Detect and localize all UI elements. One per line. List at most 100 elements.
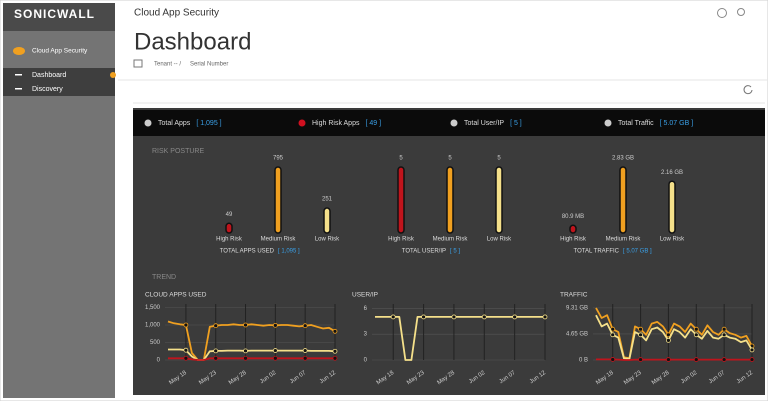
x-tick-label: Low Risk [315, 237, 340, 243]
series-point [638, 357, 643, 362]
nav-label: Dashboard [32, 72, 66, 79]
y-tick-label: 1,000 [145, 323, 161, 329]
x-tick-label: Medium Risk [606, 237, 642, 243]
nav-label: Discovery [32, 86, 63, 93]
series-point [183, 355, 189, 361]
breadcrumb[interactable]: Serial Number [190, 62, 228, 68]
series-point [213, 355, 219, 361]
active-dot [110, 72, 116, 78]
bar-value-label: 251 [322, 197, 333, 203]
x-tick-label: High Risk [388, 237, 415, 243]
series-point [272, 322, 278, 328]
series-point [332, 328, 338, 334]
nav-product[interactable]: Cloud App Security [13, 47, 88, 55]
series-point [721, 326, 727, 332]
series-point [390, 314, 396, 320]
bar-value-label: 5 [399, 156, 403, 162]
bar [446, 166, 454, 234]
series-point [610, 357, 616, 362]
nav-dash [15, 88, 22, 90]
series-point [610, 332, 616, 338]
y-tick-label: 4.65 GB [566, 332, 588, 338]
nav-item[interactable]: Discovery [15, 86, 63, 93]
x-tick-label: Medium Risk [433, 237, 469, 243]
bar-value-label: 2.83 GB [612, 156, 634, 162]
series-point [749, 347, 755, 353]
home-icon[interactable] [133, 59, 143, 68]
series-point [693, 357, 699, 362]
series-point [332, 348, 338, 354]
y-tick-label: 3 [364, 332, 368, 338]
bar [495, 166, 503, 234]
y-tick-label: 0 [364, 358, 368, 364]
refresh-icon[interactable] [743, 85, 753, 95]
series-point [243, 355, 248, 361]
summary-label: Total Apps [158, 120, 191, 127]
bar [323, 207, 331, 234]
bar [225, 222, 233, 234]
y-tick-label: 1,500 [145, 305, 161, 311]
x-axis-label: TOTAL TRAFFIC [574, 249, 620, 255]
x-tick-label: Low Risk [487, 237, 512, 243]
x-tick-label: Low Risk [660, 237, 685, 243]
series-point [749, 357, 755, 362]
series-point [512, 314, 518, 320]
x-axis-value: [ 1,095 ] [278, 249, 300, 255]
section-title: RISK POSTURE [152, 148, 204, 155]
x-tick-label: High Risk [560, 237, 587, 243]
y-tick-label: 0 B [579, 358, 588, 364]
series-point [721, 332, 727, 338]
summary-icon [144, 119, 152, 127]
page-title: Dashboard [134, 28, 251, 55]
bar-value-label: 80.9 MB [562, 214, 584, 220]
bar [274, 166, 282, 234]
y-tick-label: 6 [364, 306, 368, 312]
summary-bar [133, 110, 765, 136]
bar-value-label: 5 [448, 156, 452, 162]
series-point [451, 314, 457, 320]
series-point [638, 332, 643, 338]
bar [619, 166, 627, 234]
series-point [481, 314, 487, 320]
series-point [693, 332, 699, 338]
summary-icon [298, 119, 306, 127]
x-axis-value: [ 5 ] [450, 249, 460, 255]
tip-icon[interactable] [737, 8, 745, 16]
chart-title: CLOUD APPS USED [145, 292, 207, 299]
x-axis-value: [ 5.07 GB ] [623, 249, 652, 255]
series-point [693, 326, 699, 332]
y-tick-label: 500 [150, 340, 161, 346]
series-point [421, 314, 426, 320]
series-point [243, 348, 248, 354]
section-title: TREND [152, 274, 176, 281]
chart-title: TRAFFIC [560, 292, 588, 299]
sidebar [3, 3, 115, 398]
summary-label: High Risk Apps [312, 120, 360, 127]
series-point [213, 348, 219, 354]
nav-dash [15, 74, 22, 76]
info-icon[interactable] [717, 8, 727, 18]
series-point [183, 322, 189, 328]
x-tick-label: Medium Risk [261, 237, 297, 243]
bar [569, 224, 577, 234]
series-point [213, 323, 219, 329]
dashboard-panel [133, 108, 765, 395]
series-point [666, 357, 671, 362]
y-tick-label: 9.31 GB [566, 305, 588, 311]
series-line [596, 358, 752, 361]
series-point [542, 314, 548, 320]
nav-item[interactable]: Dashboard [15, 72, 66, 79]
series-point [243, 322, 248, 328]
x-axis-label: TOTAL USER/IP [402, 249, 446, 255]
y-tick-label: 0 [157, 358, 161, 364]
series-point [302, 355, 308, 361]
bar-value-label: 49 [226, 212, 233, 218]
nav-product-label: Cloud App Security [32, 48, 88, 55]
series-point [721, 357, 727, 362]
breadcrumb[interactable]: Tenant -- / [154, 62, 181, 68]
summary-value: [ 49 ] [365, 120, 381, 127]
summary-value: [ 1,095 ] [196, 120, 221, 127]
series-point [272, 355, 278, 361]
summary-icon [450, 119, 458, 127]
